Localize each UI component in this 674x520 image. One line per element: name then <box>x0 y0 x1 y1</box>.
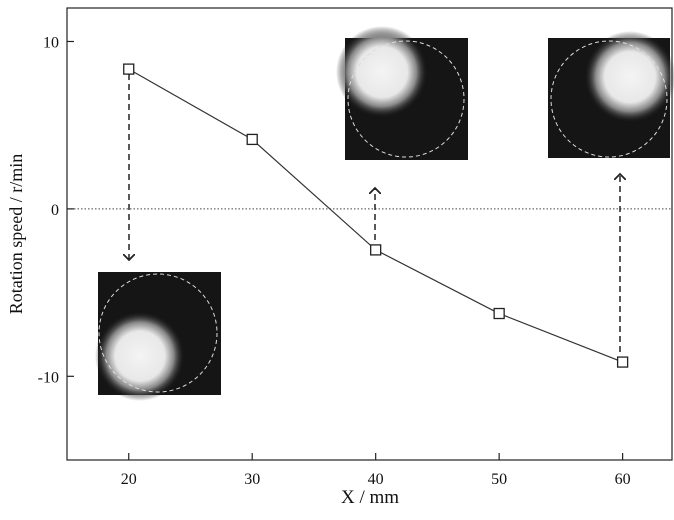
x-axis-label: X / mm <box>341 487 399 508</box>
x-tick-label: 60 <box>615 471 631 488</box>
marker <box>616 356 629 368</box>
inset-image <box>548 31 674 158</box>
inset-image <box>95 272 221 401</box>
marker <box>246 133 258 146</box>
plot-frame <box>66 7 673 461</box>
y-axis-label: Rotation speed / r/min <box>6 154 26 314</box>
y-tick-label: -10 <box>38 369 59 386</box>
insets <box>67 26 674 401</box>
x-tick-label: 30 <box>244 471 260 488</box>
arrows <box>129 74 620 352</box>
x-tick-label: 40 <box>368 471 384 488</box>
marker <box>123 63 135 75</box>
y-tick-label: 0 <box>51 202 59 219</box>
inset-image <box>336 26 468 160</box>
y-tick-label: 10 <box>43 34 59 51</box>
x-tick-label: 20 <box>121 471 137 488</box>
x-tick-label: 50 <box>491 471 507 488</box>
marker <box>370 244 382 256</box>
marker <box>493 307 505 320</box>
